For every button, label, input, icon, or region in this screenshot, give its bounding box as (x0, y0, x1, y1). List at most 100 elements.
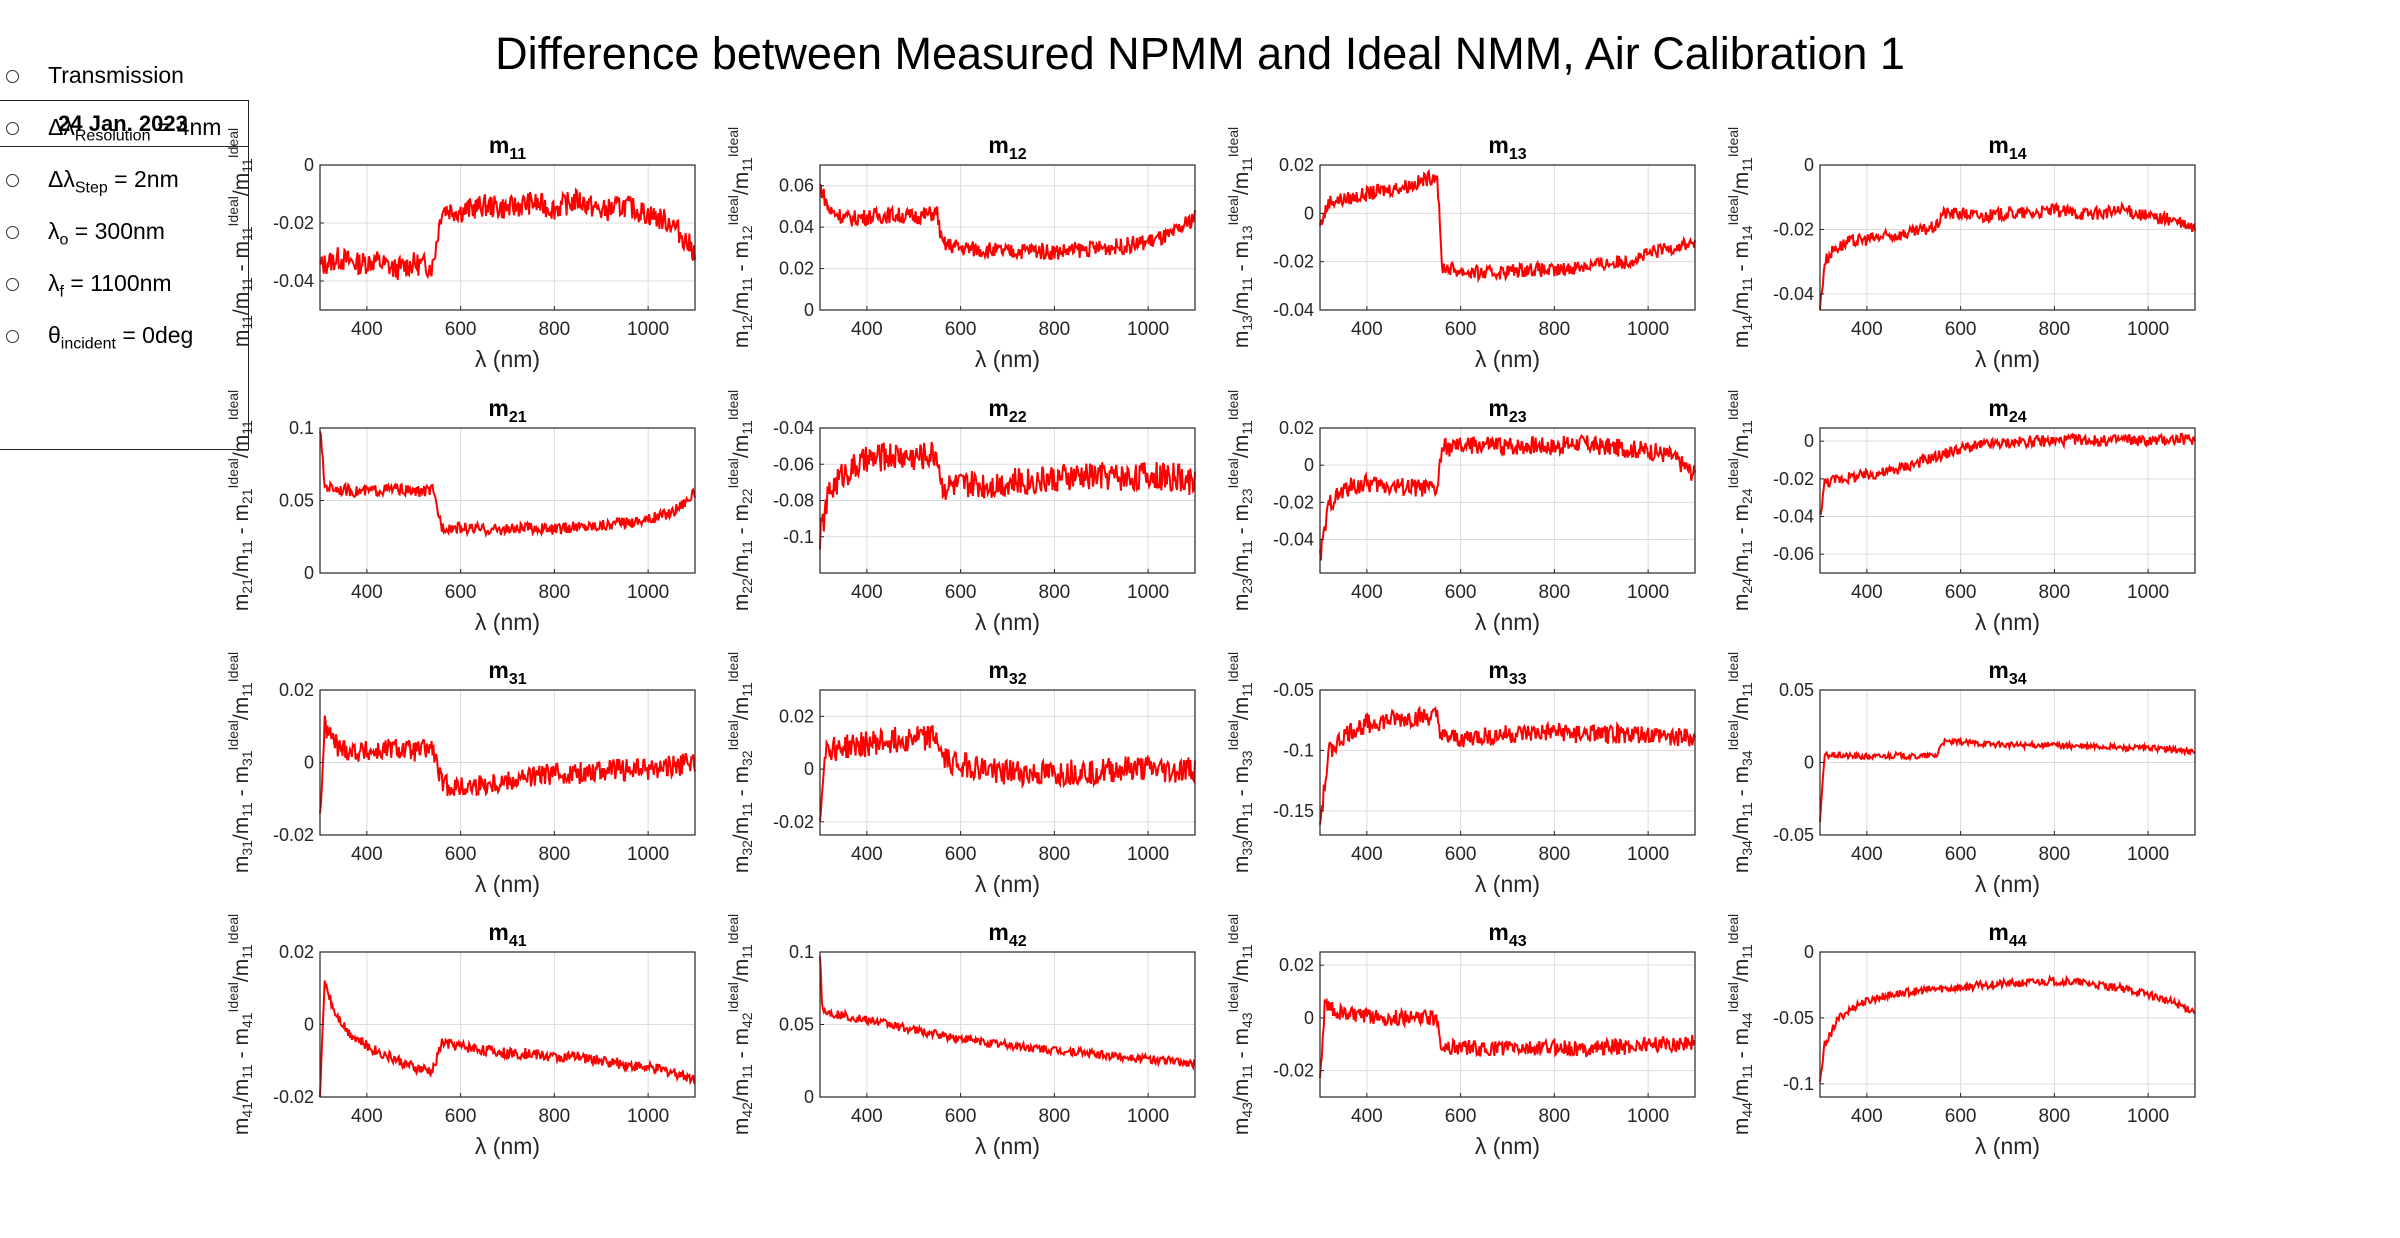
x-tick-label: 1000 (1627, 319, 1669, 340)
legend-marker-icon (6, 226, 19, 239)
legend-item-main: Δλ (48, 114, 75, 140)
legend-item: ΔλStep = 2nm (0, 166, 248, 197)
x-tick-label: 600 (445, 844, 477, 865)
x-axis-label: λ (nm) (1475, 871, 1540, 897)
legend-item-value: = 300nm (68, 218, 165, 244)
x-tick-label: 800 (2039, 844, 2071, 865)
series-line (1319, 997, 1696, 1078)
y-tick-label: 0.02 (279, 680, 314, 700)
plot-frame (1319, 427, 1696, 574)
y-tick-label: -0.02 (773, 812, 814, 832)
x-tick-label: 600 (1945, 319, 1977, 340)
y-tick-label: 0.02 (1279, 955, 1314, 975)
x-tick-label: 600 (1945, 582, 1977, 603)
y-axis-label: m41/m11 - m41Ideal/m11Ideal (225, 914, 255, 1135)
x-tick-label: 600 (1945, 844, 1977, 865)
legend-item: θincident = 0deg (0, 322, 248, 353)
x-tick-label: 600 (945, 1106, 977, 1127)
subplot-title: m21 (488, 395, 526, 426)
y-tick-label: 0.1 (789, 942, 814, 962)
legend-item-value: = 2nm (107, 166, 179, 192)
x-axis-label: λ (nm) (1975, 871, 2040, 897)
series-line (319, 431, 696, 539)
x-axis-label: λ (nm) (475, 609, 540, 635)
y-tick-label: -0.05 (1773, 1008, 1814, 1028)
plot-frame (319, 164, 696, 311)
x-axis-label: λ (nm) (1975, 609, 2040, 635)
subplot-m34: 400 600 800 1000 0.05 0 -0.05 m34 λ (nm) m34/m11 … (1725, 652, 2196, 897)
legend-item-main: λ (48, 218, 60, 244)
x-tick-label: 600 (1445, 319, 1477, 340)
subplot-m43: 400 600 800 1000 0.02 0 -0.02 m43 λ (nm) m43/m11 … (1225, 914, 1696, 1159)
x-tick-label: 400 (851, 319, 883, 340)
x-tick-label: 1000 (1127, 1106, 1169, 1127)
plot-frame (1319, 164, 1696, 311)
y-axis-label: m44/m11 - m44Ideal/m11Ideal (1725, 914, 1755, 1135)
legend-marker-icon (6, 278, 19, 291)
legend-item-main: θ (48, 322, 61, 348)
x-tick-label: 800 (1039, 1106, 1071, 1127)
x-tick-label: 400 (1851, 582, 1883, 603)
y-tick-label: 0 (304, 155, 314, 175)
subplot-title: m24 (1988, 395, 2026, 426)
legend-item-label: λf = 1100nm (48, 270, 172, 302)
x-tick-label: 400 (1351, 582, 1383, 603)
legend-marker-icon (6, 174, 19, 187)
x-tick-label: 600 (945, 582, 977, 603)
subplot-m42: 400 600 800 1000 0 0.05 0.1 m42 λ (nm) m42/m11 - … (725, 914, 1196, 1159)
y-tick-label: 0.1 (289, 418, 314, 438)
y-tick-label: 0.02 (779, 259, 814, 279)
y-axis-label: m22/m11 - m22Ideal/m11Ideal (725, 390, 755, 611)
x-tick-label: 1000 (2127, 582, 2169, 603)
subplot-title: m32 (988, 657, 1026, 688)
series-line (1319, 168, 1696, 284)
x-tick-label: 800 (1539, 582, 1571, 603)
x-axis-label: λ (nm) (975, 609, 1040, 635)
y-tick-label: -0.04 (1273, 300, 1314, 320)
y-tick-label: 0.02 (1279, 155, 1314, 175)
legend-item: λf = 1100nm (0, 270, 248, 302)
legend-marker-icon (6, 330, 19, 343)
y-tick-label: 0 (1804, 942, 1814, 962)
subplot-m21: 400 600 800 1000 0 0.05 0.1 m21 λ (nm) m21/m11 - … (225, 390, 696, 635)
series-line (319, 187, 696, 281)
y-tick-label: -0.15 (1273, 801, 1314, 821)
x-tick-label: 800 (539, 582, 571, 603)
y-tick-label: 0 (304, 1015, 314, 1035)
x-tick-label: 400 (851, 844, 883, 865)
chart-title: Difference between Measured NPMM and Ide… (495, 28, 1905, 79)
series-line (319, 980, 696, 1098)
y-axis-label: m43/m11 - m43Ideal/m11Ideal (1225, 914, 1255, 1135)
y-tick-label: 0 (1804, 753, 1814, 773)
y-tick-label: 0.02 (779, 706, 814, 726)
x-tick-label: 1000 (627, 844, 669, 865)
x-tick-label: 1000 (627, 1106, 669, 1127)
legend-item: ΔλResolution = 4nm (0, 114, 248, 145)
y-tick-label: -0.02 (1773, 219, 1814, 239)
legend-date: 24 Jan. 2023 (0, 101, 248, 147)
x-tick-label: 1000 (627, 582, 669, 603)
y-axis-label: m14/m11 - m14Ideal/m11Ideal (1725, 127, 1755, 348)
subplot-title: m31 (488, 657, 526, 688)
x-tick-label: 800 (2039, 1106, 2071, 1127)
y-axis-label: m12/m11 - m12Ideal/m11Ideal (725, 127, 755, 348)
y-tick-label: 0 (804, 1087, 814, 1107)
series-line (1819, 973, 2196, 1083)
x-tick-label: 400 (351, 319, 383, 340)
y-tick-label: -0.1 (1283, 740, 1314, 760)
y-tick-label: 0 (1304, 203, 1314, 223)
subplot-m32: 400 600 800 1000 0.02 0 -0.02 m32 λ (nm) m32/m11 … (725, 652, 1196, 897)
x-tick-label: 1000 (1627, 844, 1669, 865)
plot-frame (1319, 689, 1696, 836)
x-axis-label: λ (nm) (475, 346, 540, 372)
series-line (819, 183, 1196, 261)
subplot-m11: 400 600 800 1000 0 -0.02 -0.04 m11 λ (nm) m11/m11… (225, 128, 696, 372)
x-tick-label: 800 (1539, 1106, 1571, 1127)
series-line (819, 441, 1196, 550)
x-tick-label: 400 (1851, 844, 1883, 865)
x-tick-label: 1000 (2127, 319, 2169, 340)
x-tick-label: 800 (1039, 844, 1071, 865)
x-tick-label: 1000 (1127, 582, 1169, 603)
legend-item: Transmission (0, 62, 248, 92)
x-axis-label: λ (nm) (475, 871, 540, 897)
